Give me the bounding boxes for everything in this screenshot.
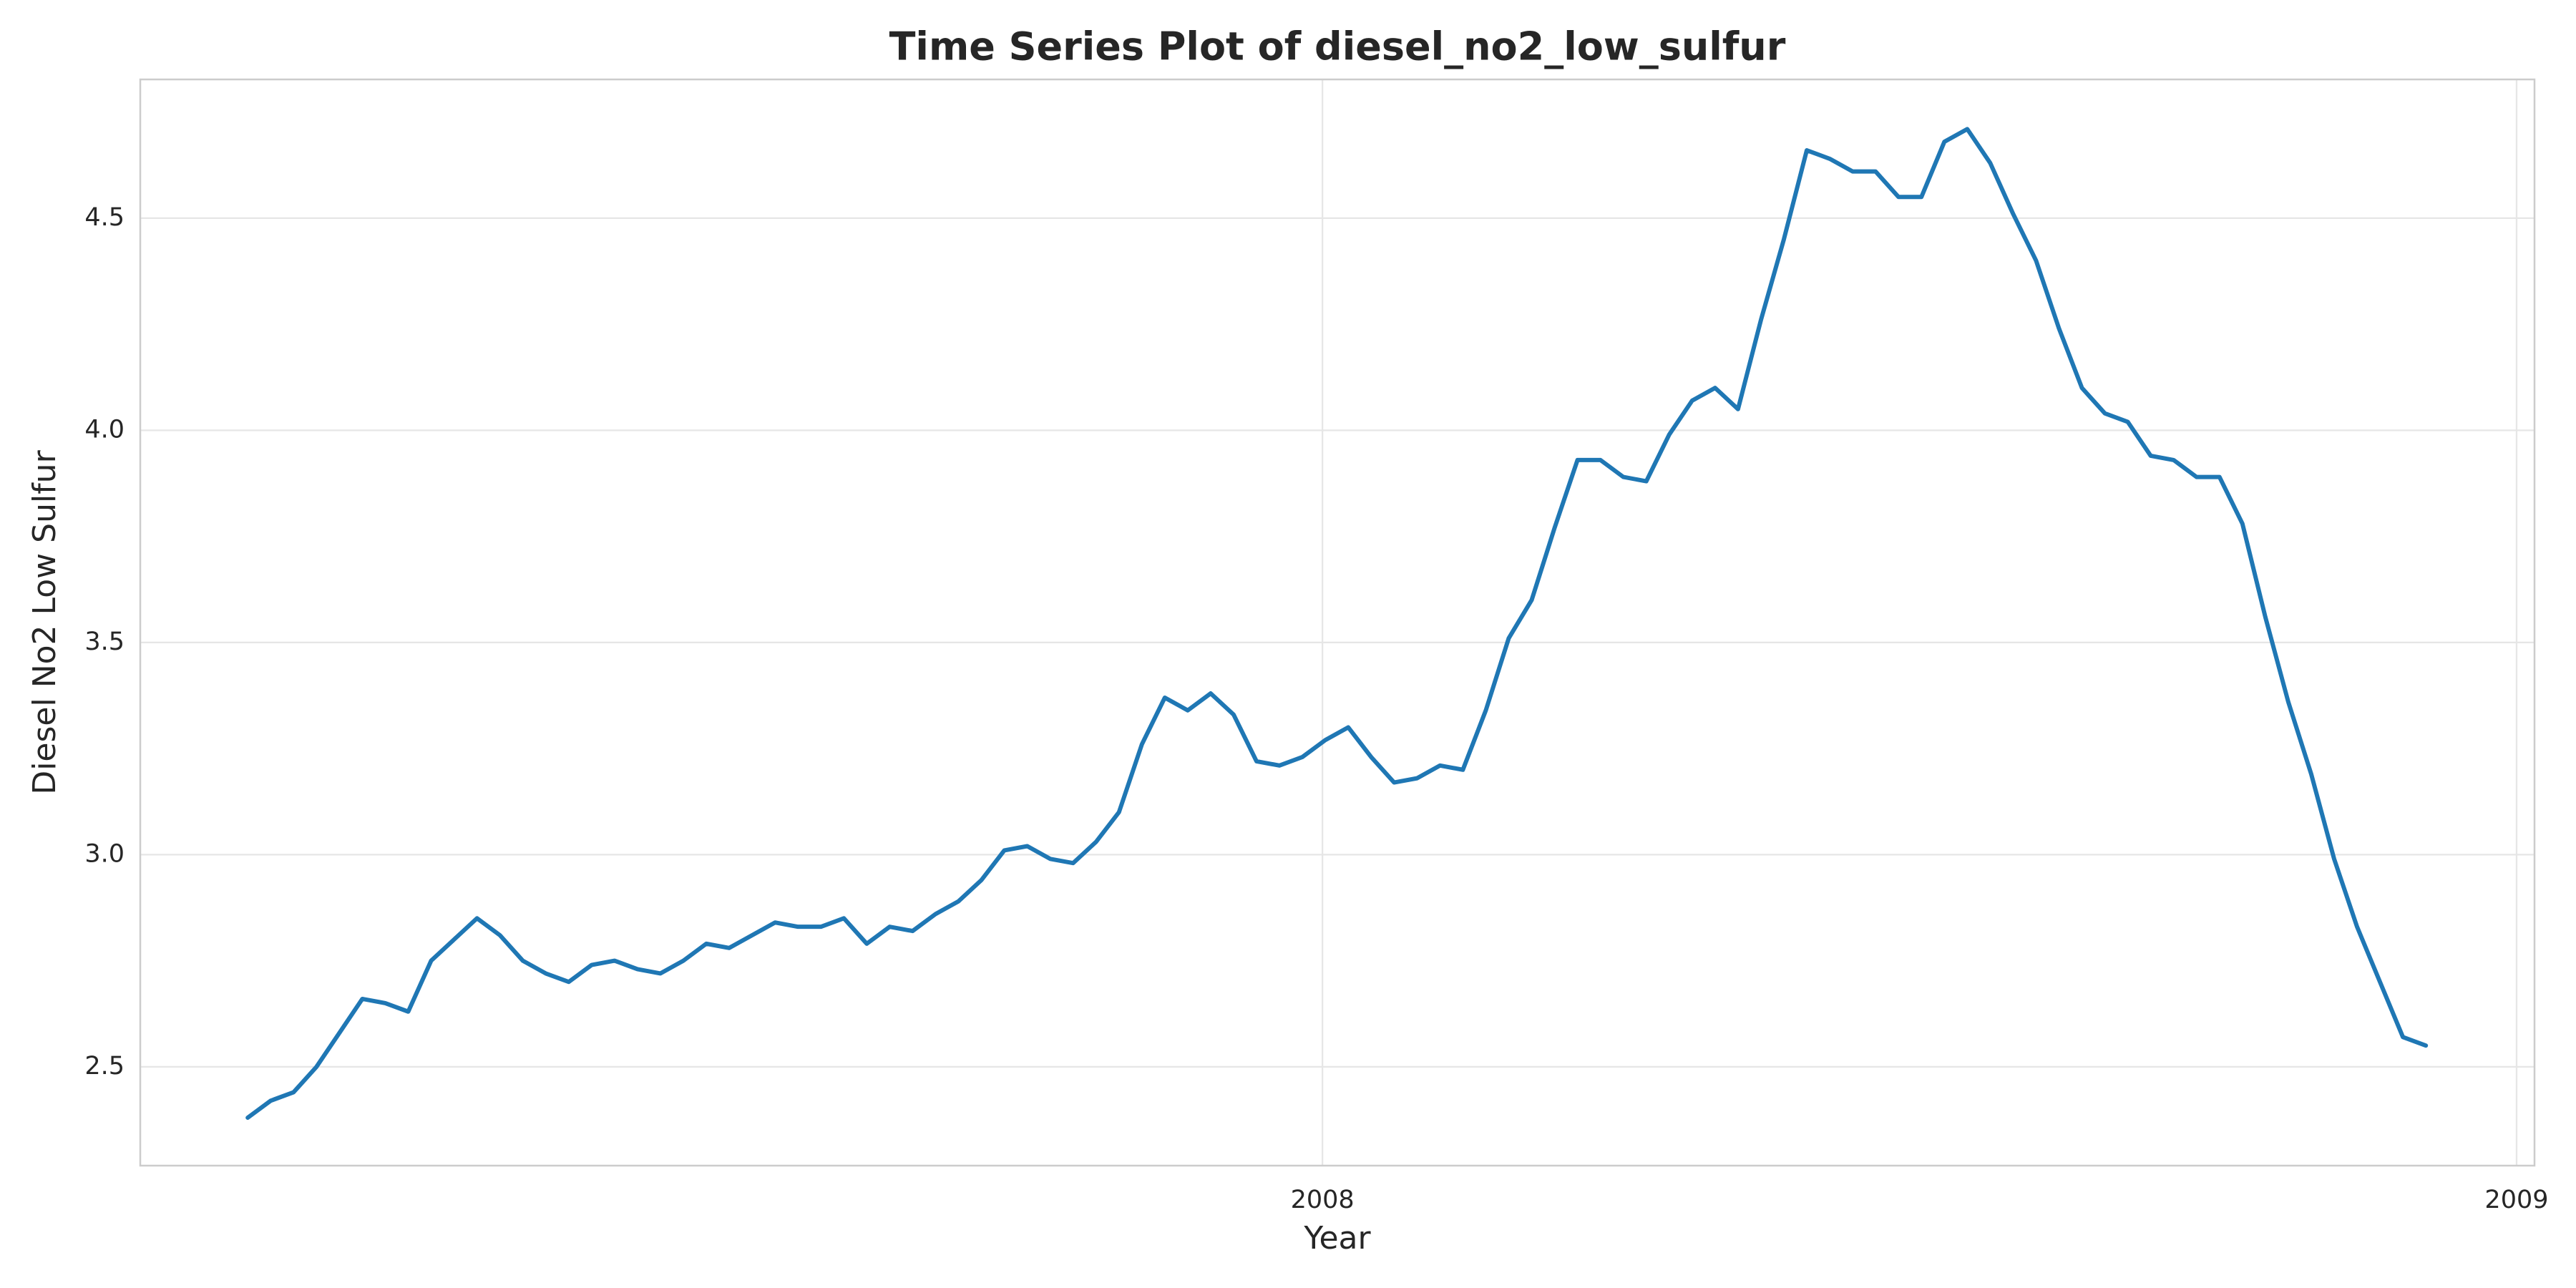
x-axis-label: Year [1303,1220,1371,1257]
y-tick-label: 4.5 [84,203,125,232]
x-tick-label: 2009 [2484,1186,2548,1214]
plot [245,127,2429,1120]
grid [140,79,2534,1166]
y-tick-label: 3.5 [84,628,125,656]
y-tick-label: 2.5 [84,1052,125,1080]
chart-title: Time Series Plot of diesel_no2_low_sulfu… [889,24,1786,69]
data-line [245,127,2429,1120]
y-tick-label: 3.0 [84,839,125,868]
y-tick-label: 4.0 [84,415,125,444]
y-axis-label: Diesel No2 Low Sulfur [26,449,63,794]
x-tick-label: 2008 [1291,1186,1355,1214]
plot-frame [139,78,2536,1167]
